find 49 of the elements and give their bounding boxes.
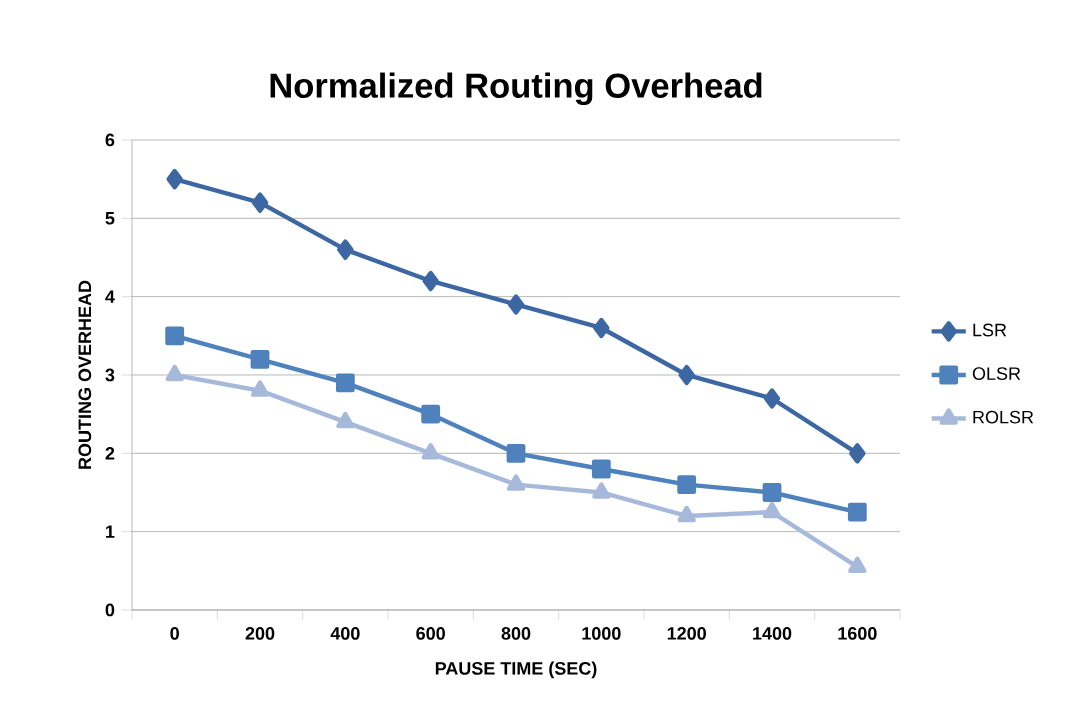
y-tick-label: 4	[105, 290, 115, 303]
x-tick-label: 600	[416, 627, 445, 640]
y-axis-title: ROUTING OVERHEAD	[78, 280, 92, 469]
legend-label: ROLSR	[973, 410, 1034, 424]
y-tick-label: 0	[105, 603, 115, 617]
x-axis-title: PAUSE TIME (SEC)	[435, 661, 597, 679]
point	[506, 443, 526, 463]
point	[166, 168, 183, 190]
x-tick-label: 0	[170, 627, 179, 640]
point	[762, 501, 782, 519]
x-tick-label: 1200	[667, 627, 706, 640]
point	[421, 443, 440, 460]
point	[251, 192, 269, 213]
point	[507, 294, 525, 315]
x-tick-label: 1600	[838, 627, 877, 640]
x-tick-label: 200	[245, 627, 275, 640]
point	[165, 326, 185, 346]
x-tick-label: 1000	[582, 627, 621, 640]
point	[763, 388, 781, 409]
point	[250, 380, 270, 397]
point	[591, 459, 611, 479]
point	[165, 364, 184, 382]
point	[677, 505, 696, 523]
point	[762, 483, 782, 502]
point	[677, 475, 697, 495]
point	[336, 411, 355, 429]
point	[592, 482, 611, 499]
point	[678, 364, 695, 386]
point	[593, 317, 610, 339]
y-tick-label: 2	[105, 447, 115, 460]
legend-label: LSR	[973, 323, 1007, 337]
x-tick-label: 800	[501, 627, 531, 640]
chart-title: Normalized Routing Overhead	[270, 72, 762, 105]
point	[337, 239, 354, 260]
legend-label: OLSR	[972, 367, 1021, 380]
y-tick-label: 3	[105, 368, 115, 382]
point	[847, 502, 867, 522]
point	[421, 404, 441, 424]
x-tick-label: 400	[330, 627, 360, 640]
point	[848, 556, 867, 574]
y-tick-label: 5	[105, 212, 115, 225]
point	[250, 349, 270, 369]
y-tick-label: 6	[105, 133, 115, 147]
point	[335, 373, 355, 393]
point	[849, 443, 866, 464]
x-tick-label: 1400	[753, 627, 792, 640]
point	[422, 270, 439, 292]
y-tick-label: 1	[106, 525, 115, 538]
point	[506, 474, 526, 491]
